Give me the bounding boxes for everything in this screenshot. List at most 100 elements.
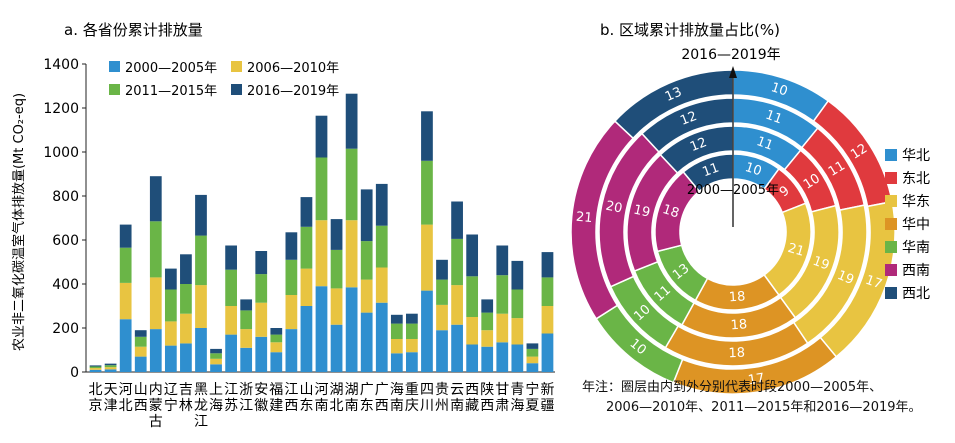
bar-segment [526,348,539,357]
slice-value-label: 18 [730,317,747,333]
x-tick-label: 河 [315,382,329,398]
bar-segment [541,252,554,278]
bar-segment [481,346,494,372]
x-tick-label: 西 [465,382,479,398]
bar-segment [541,333,554,372]
bar-segment [390,323,403,339]
x-tick-label: 湖 [330,382,344,398]
bar-segment [195,328,207,372]
slice-value-label: 21 [575,210,593,226]
x-axis-tick-labels: 北京天津河北山西内蒙古辽宁吉林黑龙江上海江苏浙江安徽福建江西山东河南湖北湖南广东… [89,381,555,430]
slice-value-label: 19 [632,202,651,220]
y-axis: 0 200 400 600 800 1000 1200 1400 [43,57,555,381]
x-tick-label: 东 [360,398,374,414]
x-tick-label: 宁 [525,381,539,398]
bar-segment [390,353,403,372]
bar-segment [330,324,343,372]
bar-segment [300,268,313,306]
bar-segment [511,260,524,290]
bar-segment [436,304,448,331]
bar-segment [526,343,539,349]
bar-segment [345,220,358,288]
legend-swatch [885,241,897,253]
x-tick-label: 甘 [495,382,509,398]
x-tick-label: 黑 [194,382,208,398]
donut-chart-panel: b. 区域累计排放量占比(%) 109211813181111101918111… [570,21,930,395]
x-tick-label: 山 [299,382,313,398]
bar-segment [421,224,433,291]
legend-swatch [231,84,242,95]
legend-label: 2000—2005年 [125,61,217,76]
bar-segment [451,238,463,286]
bar-segment [270,334,283,343]
bar-segment [89,365,102,367]
bar-segment [210,358,222,365]
bar-segment [149,221,162,278]
bar-segment [240,329,253,348]
slice-value-label: 18 [661,202,681,221]
legend-swatch [885,264,897,276]
bar-segment [406,339,418,353]
bar-segment [210,353,222,359]
bar-segment [270,342,283,353]
bar-segment [375,225,388,268]
legend-label: 华中 [902,217,930,233]
x-tick-label: 上 [209,382,223,398]
legend-label: 2016—2019年 [247,84,339,99]
slice-value-label: 18 [728,346,745,362]
bar-segment [89,366,102,369]
slice-value-label: 12 [688,135,709,155]
slice-value-label: 17 [863,273,884,293]
bar-segment [511,318,524,345]
slice-value-label: 19 [811,254,832,274]
bar-segment [541,277,554,306]
legend-label: 西北 [902,286,930,302]
bar-segment [315,286,328,372]
note-line-2: 2006—2010年、2011—2015年和2016—2019年。 [606,400,922,415]
bar-segment [225,269,237,306]
x-tick-label: 江 [284,382,298,398]
legend-label: 2006—2010年 [247,61,339,76]
bar-segment [195,235,207,286]
legend-swatch [885,287,897,299]
legend-label: 华北 [902,148,930,164]
x-tick-label: 州 [435,398,449,414]
x-tick-label: 肃 [495,398,509,414]
bar-segment [285,232,298,260]
bar-segment [119,247,132,283]
slice-value-label: 20 [604,199,623,217]
y-tick-label: 600 [52,233,79,249]
bar-segment [285,329,298,372]
x-tick-label: 北 [119,398,133,414]
x-tick-label: 西 [375,398,389,414]
bar-segment [225,245,237,270]
x-tick-label: 夏 [525,398,539,414]
bar-segment [481,299,494,313]
y-tick-label: 800 [52,189,79,205]
bar-segment [89,368,102,370]
x-tick-label: 辽 [164,382,178,398]
bar-segment [285,295,298,330]
slice-value-label: 12 [848,141,870,163]
bar-segment [330,219,343,250]
bar-segment [496,313,509,343]
bar-segment [164,321,177,346]
bar-segment [300,197,313,227]
slice-value-label: 18 [728,289,745,305]
bar-segment [180,254,192,284]
x-tick-label: 京 [89,398,103,414]
x-tick-label: 川 [420,398,434,414]
bar-segment [390,339,403,354]
bar-segment [375,267,388,303]
y-axis-label: 农业非二氧化碳温室气体排放量(Mt CO₂-eq) [11,93,27,351]
bar-legend: 2000—2005年 2006—2010年 2011—2015年 2016—2019年 [109,61,339,99]
bar-segment [451,324,463,372]
x-tick-label: 江 [194,414,208,430]
bar-segment [360,312,373,372]
bar-segment [481,312,494,331]
bar-segment [360,279,373,313]
legend-swatch [109,84,120,95]
slice-value-label: 10 [801,171,823,193]
bar-segment [526,363,539,372]
